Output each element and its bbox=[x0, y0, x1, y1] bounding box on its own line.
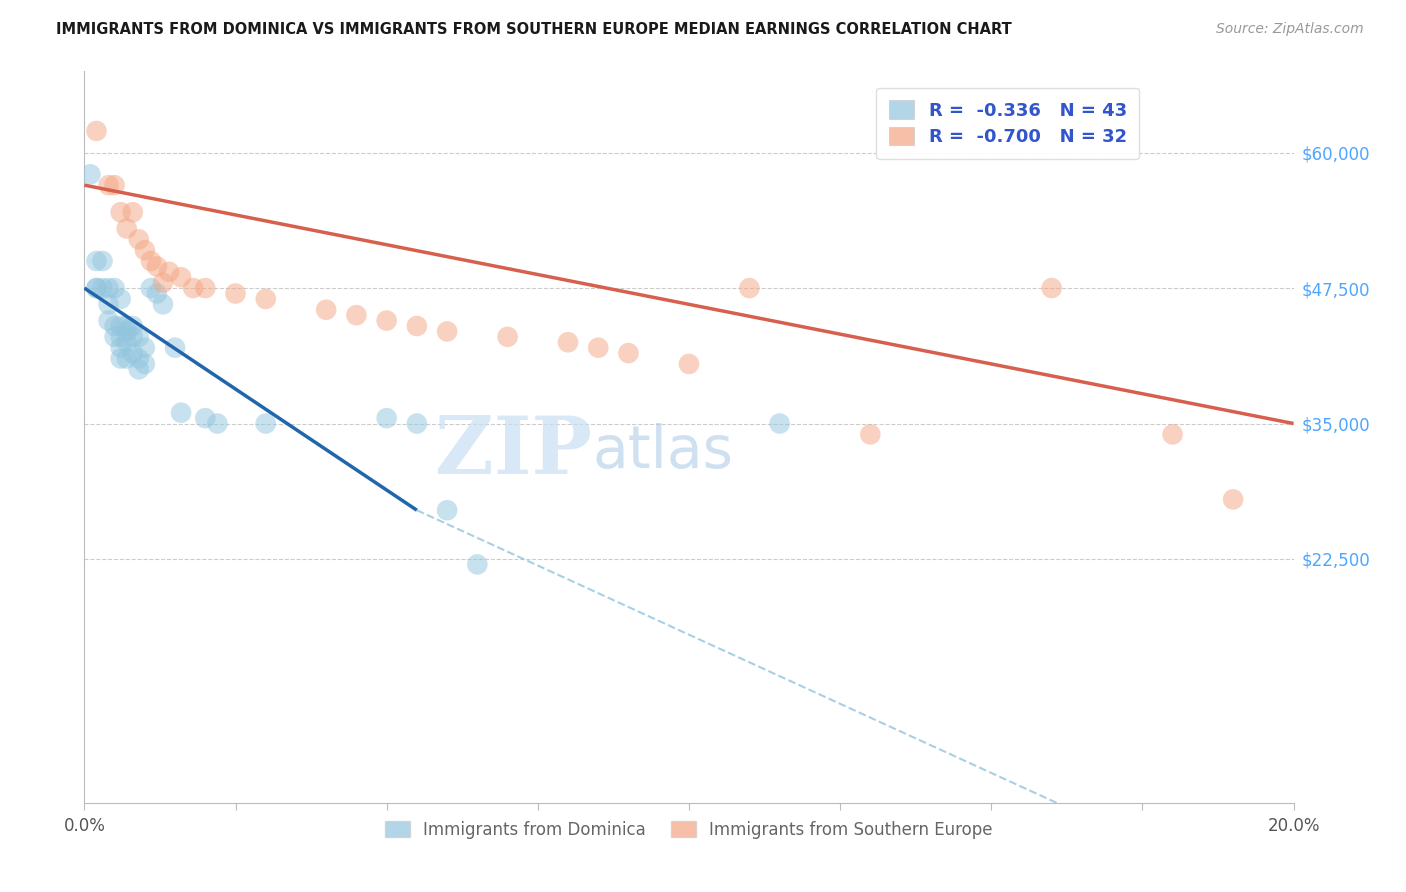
Point bbox=[115, 318, 138, 333]
Point bbox=[254, 292, 277, 306]
Point bbox=[1161, 427, 1184, 442]
Point bbox=[110, 292, 132, 306]
Point bbox=[315, 302, 337, 317]
Point bbox=[152, 297, 174, 311]
Point bbox=[110, 351, 132, 366]
Point bbox=[121, 318, 143, 333]
Y-axis label: Median Earnings: Median Earnings bbox=[0, 374, 7, 500]
Point bbox=[115, 351, 138, 366]
Point bbox=[86, 281, 108, 295]
Point bbox=[97, 178, 120, 193]
Point bbox=[406, 318, 429, 333]
Point bbox=[134, 357, 156, 371]
Point bbox=[110, 341, 132, 355]
Point bbox=[121, 330, 143, 344]
Legend: Immigrants from Dominica, Immigrants from Southern Europe: Immigrants from Dominica, Immigrants fro… bbox=[378, 814, 1000, 846]
Point bbox=[134, 341, 156, 355]
Point bbox=[207, 417, 229, 431]
Text: ZIP: ZIP bbox=[436, 413, 592, 491]
Point bbox=[769, 417, 792, 431]
Point bbox=[110, 330, 132, 344]
Point bbox=[170, 406, 193, 420]
Point bbox=[86, 124, 108, 138]
Point bbox=[194, 411, 217, 425]
Point bbox=[617, 346, 640, 360]
Point bbox=[97, 297, 120, 311]
Point bbox=[678, 357, 700, 371]
Point bbox=[254, 417, 277, 431]
Point bbox=[859, 427, 882, 442]
Point bbox=[170, 270, 193, 285]
Point bbox=[375, 411, 398, 425]
Point bbox=[496, 330, 519, 344]
Point bbox=[146, 286, 169, 301]
Point bbox=[346, 308, 368, 322]
Point bbox=[588, 341, 610, 355]
Point bbox=[194, 281, 217, 295]
Point bbox=[128, 330, 150, 344]
Text: IMMIGRANTS FROM DOMINICA VS IMMIGRANTS FROM SOUTHERN EUROPE MEDIAN EARNINGS CORR: IMMIGRANTS FROM DOMINICA VS IMMIGRANTS F… bbox=[56, 22, 1012, 37]
Point bbox=[181, 281, 204, 295]
Point bbox=[104, 178, 127, 193]
Point bbox=[157, 265, 180, 279]
Point bbox=[121, 346, 143, 360]
Point bbox=[139, 254, 162, 268]
Text: Source: ZipAtlas.com: Source: ZipAtlas.com bbox=[1216, 22, 1364, 37]
Point bbox=[467, 558, 489, 572]
Point bbox=[115, 221, 138, 235]
Point bbox=[139, 281, 162, 295]
Point bbox=[375, 313, 398, 327]
Point bbox=[115, 325, 138, 339]
Point bbox=[104, 281, 127, 295]
Point bbox=[86, 254, 108, 268]
Point bbox=[110, 205, 132, 219]
Point bbox=[79, 167, 101, 181]
Point bbox=[121, 205, 143, 219]
Text: atlas: atlas bbox=[592, 423, 733, 480]
Point bbox=[165, 341, 187, 355]
Point bbox=[436, 503, 458, 517]
Point bbox=[436, 325, 458, 339]
Point bbox=[86, 281, 108, 295]
Point bbox=[406, 417, 429, 431]
Point bbox=[104, 318, 127, 333]
Point bbox=[557, 335, 579, 350]
Point bbox=[738, 281, 761, 295]
Point bbox=[1040, 281, 1063, 295]
Point bbox=[146, 260, 169, 274]
Point bbox=[152, 276, 174, 290]
Point bbox=[91, 281, 114, 295]
Point bbox=[115, 335, 138, 350]
Point bbox=[128, 351, 150, 366]
Point bbox=[134, 243, 156, 257]
Point bbox=[97, 281, 120, 295]
Point bbox=[91, 254, 114, 268]
Point bbox=[225, 286, 247, 301]
Point bbox=[128, 232, 150, 246]
Point bbox=[1222, 492, 1244, 507]
Point bbox=[128, 362, 150, 376]
Point bbox=[97, 313, 120, 327]
Point bbox=[104, 330, 127, 344]
Point bbox=[110, 318, 132, 333]
